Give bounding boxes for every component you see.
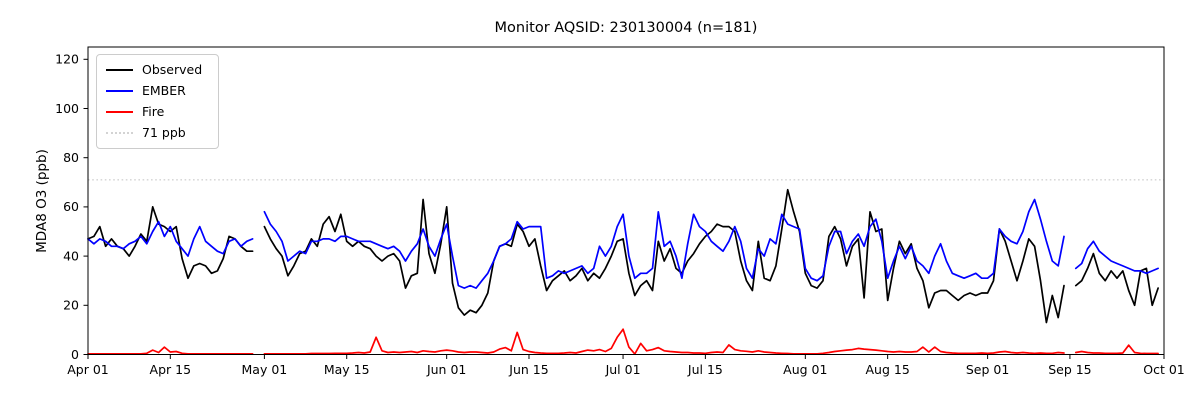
ember-line-swatch [106, 90, 133, 92]
y-tick-label: 20 [63, 298, 79, 313]
legend-item-fire: Fire [106, 105, 210, 119]
legend-label: 71 ppb [142, 125, 186, 140]
legend-item-ember: EMBER [106, 84, 210, 98]
legend: Observed EMBER Fire 71 ppb [96, 54, 219, 149]
y-axis-label: MDA8 O3 (ppb) [34, 149, 50, 253]
y-tick-label: 60 [63, 199, 79, 214]
x-tick-label: Oct 01 [1143, 362, 1185, 377]
legend-label: Observed [142, 62, 203, 77]
threshold-line-swatch [106, 132, 133, 134]
fire-line-swatch [106, 111, 133, 113]
plot-border [87, 46, 1165, 355]
y-tick-label: 40 [63, 248, 79, 263]
x-tick-label: Jun 15 [508, 362, 548, 377]
x-tick-label: Sep 15 [1048, 362, 1091, 377]
x-tick-label: Apr 15 [150, 362, 192, 377]
x-tick-label: Sep 01 [966, 362, 1009, 377]
legend-item-observed: Observed [106, 63, 210, 77]
x-tick-label: Apr 01 [67, 362, 109, 377]
x-tick-label: May 01 [242, 362, 288, 377]
x-tick-label: Jul 15 [687, 362, 723, 377]
x-tick-label: Aug 01 [783, 362, 827, 377]
x-tick-label: Jun 01 [426, 362, 466, 377]
y-tick-label: 100 [55, 101, 79, 116]
observed-line [87, 188, 1159, 324]
legend-label: EMBER [142, 83, 186, 98]
chart-title: Monitor AQSID: 230130004 (n=181) [494, 20, 758, 36]
fire-line [87, 328, 1159, 355]
x-tick-label: May 15 [324, 362, 370, 377]
legend-item-threshold: 71 ppb [106, 126, 210, 140]
y-tick-label: 80 [63, 150, 79, 165]
y-tick-label: 0 [71, 347, 79, 362]
ember-line [87, 198, 1159, 289]
x-tick-label: Jul 01 [605, 362, 641, 377]
y-tick-label: 120 [55, 52, 79, 67]
x-tick-label: Aug 15 [866, 362, 910, 377]
legend-label: Fire [142, 104, 165, 119]
observed-line-swatch [106, 69, 133, 71]
